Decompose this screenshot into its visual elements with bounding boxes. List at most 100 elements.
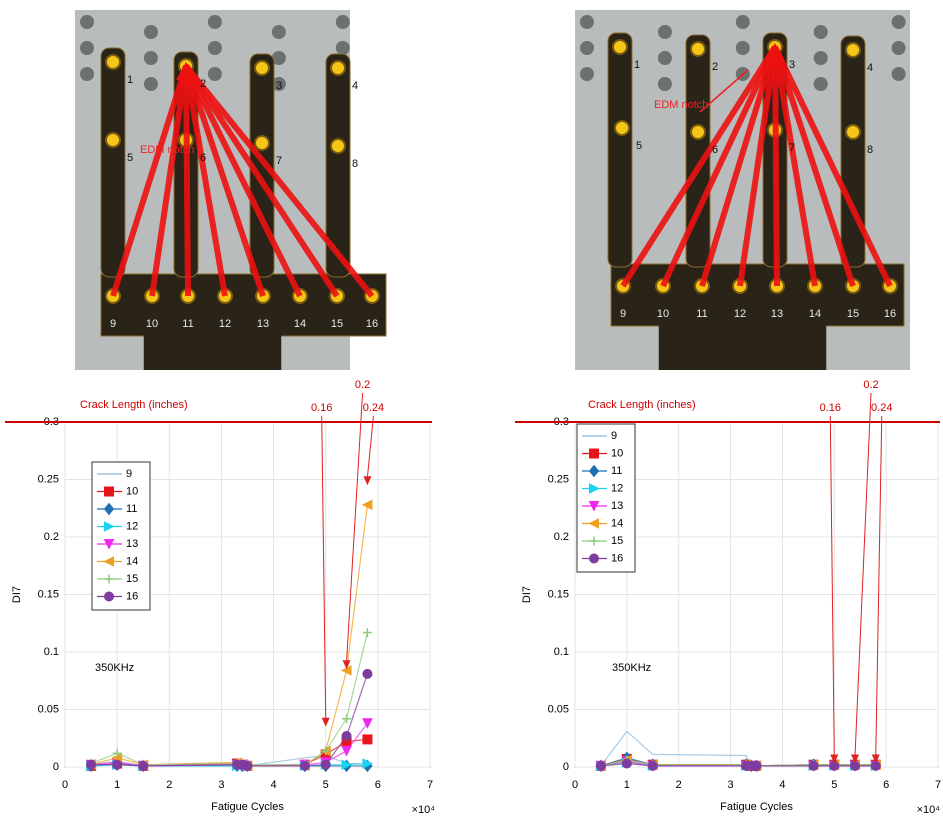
y-tick-label: 0.25	[38, 473, 59, 485]
sensor-label: 4	[867, 62, 873, 74]
marker	[590, 554, 599, 563]
legend-label: 10	[611, 447, 623, 459]
hole	[892, 67, 906, 81]
x-tick-label: 7	[935, 779, 941, 791]
sensor-label: 16	[366, 318, 378, 330]
photo: 12345678910111213141516EDM notch	[575, 10, 910, 370]
sensor-label: 9	[620, 308, 626, 320]
x-tick-label: 1	[114, 779, 120, 791]
y-tick-label: 0.2	[554, 531, 569, 543]
hole	[80, 15, 94, 29]
sensor-label: 7	[789, 142, 795, 154]
hole	[144, 51, 158, 65]
hole	[736, 41, 750, 55]
sensor-label: 16	[884, 308, 896, 320]
sensor	[255, 136, 269, 150]
y-axis-label: DI7	[11, 586, 23, 603]
arrow-label: 0.2	[863, 379, 878, 391]
hole	[658, 25, 672, 39]
sensor-label: 7	[276, 155, 282, 167]
marker	[809, 761, 818, 770]
x-tick-label: 7	[427, 779, 433, 791]
sensor	[691, 125, 705, 139]
y-tick-label: 0.15	[38, 588, 59, 600]
trace	[101, 48, 125, 277]
legend-label: 16	[126, 590, 138, 602]
path-arrow	[775, 47, 777, 286]
hole	[80, 67, 94, 81]
x-tick-label: 3	[728, 779, 734, 791]
x-tick-label: 0	[62, 779, 68, 791]
x-multiplier: ×10⁴	[412, 804, 436, 816]
hole	[336, 41, 350, 55]
x-multiplier: ×10⁴	[917, 804, 941, 816]
sensor-label: 5	[636, 140, 642, 152]
hole	[272, 25, 286, 39]
x-tick-label: 0	[572, 779, 578, 791]
sensor	[846, 43, 860, 57]
hole	[580, 41, 594, 55]
sensor-label: 12	[219, 318, 231, 330]
sensor-label: 14	[809, 308, 821, 320]
x-tick-label: 2	[166, 779, 172, 791]
arrow-label: 0.16	[311, 402, 332, 414]
sensor-label: 2	[712, 61, 718, 73]
y-tick-label: 0	[53, 761, 59, 773]
x-tick-label: 5	[323, 779, 329, 791]
marker	[622, 759, 631, 768]
y-tick-label: 0.05	[548, 703, 569, 715]
sensor-label: 11	[696, 308, 707, 320]
y-tick-label: 0.05	[38, 703, 59, 715]
hole	[892, 15, 906, 29]
hole	[814, 25, 828, 39]
sensor	[846, 125, 860, 139]
sensor-label: 2	[200, 78, 206, 90]
legend-label: 9	[126, 468, 132, 480]
y-axis-label: DI7	[521, 586, 533, 603]
path-arrow	[186, 66, 188, 296]
sensor	[691, 42, 705, 56]
sensor	[331, 61, 345, 75]
sensor-label: 9	[110, 318, 116, 330]
hole	[208, 41, 222, 55]
y-tick-label: 0	[563, 761, 569, 773]
marker	[113, 760, 122, 769]
x-tick-label: 4	[271, 779, 277, 791]
x-tick-label: 2	[676, 779, 682, 791]
sensor-label: 10	[657, 308, 669, 320]
marker	[752, 761, 761, 770]
marker	[363, 669, 372, 678]
y-tick-label: 0.2	[44, 531, 59, 543]
chart-title: Crack Length (inches)	[588, 399, 696, 411]
hole	[658, 51, 672, 65]
x-tick-label: 4	[779, 779, 785, 791]
sensor-label: 15	[331, 318, 343, 330]
hole	[208, 15, 222, 29]
legend-label: 11	[611, 465, 622, 477]
sensor-label: 5	[127, 152, 133, 164]
sensor-label: 1	[634, 59, 640, 71]
trace	[608, 33, 632, 267]
hole	[580, 67, 594, 81]
sensor-label: 8	[352, 158, 358, 170]
marker	[87, 760, 96, 769]
notch-label: EDM notch	[654, 99, 708, 111]
y-tick-label: 0.1	[44, 646, 59, 658]
sensor	[255, 61, 269, 75]
legend-label: 12	[611, 482, 623, 494]
arrow-label: 0.24	[871, 402, 892, 414]
sensor-label: 4	[352, 80, 358, 92]
marker	[243, 761, 252, 770]
sensor	[613, 40, 627, 54]
marker	[648, 761, 657, 770]
substrate	[101, 274, 386, 336]
legend-label: 14	[611, 517, 623, 529]
sensor-label: 6	[200, 152, 206, 164]
sensor-label: 14	[294, 318, 306, 330]
legend-box	[92, 462, 150, 610]
x-tick-label: 3	[218, 779, 224, 791]
sensor-label: 3	[789, 59, 795, 71]
frequency-label: 350KHz	[612, 662, 651, 674]
substrate	[611, 264, 904, 326]
marker	[105, 487, 114, 496]
